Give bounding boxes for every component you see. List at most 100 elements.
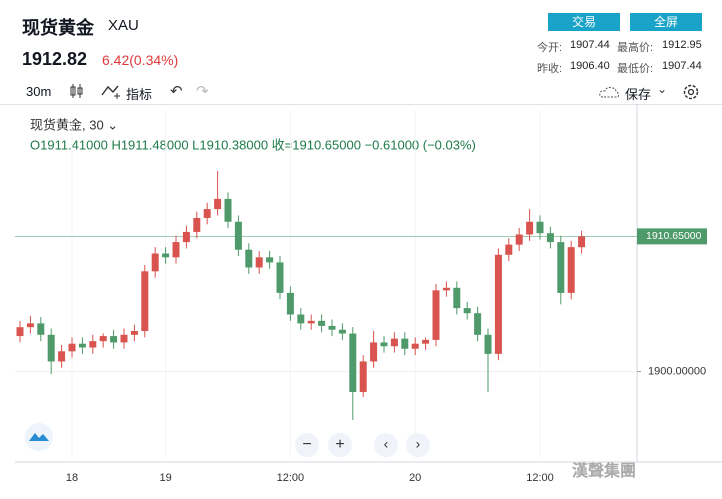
stat-value: 1906.40 [570,60,610,72]
candle-body [162,253,170,258]
candle-body [515,234,523,245]
indicator-button[interactable]: 指标 [126,87,153,102]
candle-body [172,242,180,258]
instrument-title: 现货黄金 [22,18,94,38]
candle-body [99,336,107,342]
last-price: 1912.82 [22,49,88,69]
stat-label: 最低价: [617,63,654,75]
candle-body [297,314,305,324]
nav-controls: − + ‹ › [25,423,430,457]
x-tick-label: 12:00 [277,472,305,484]
candle-body [453,287,461,309]
price-change: 6.42(0.34%) [102,52,179,68]
candle-body [151,253,159,272]
x-tick-label: 12:00 [526,472,554,484]
last-price-tag [637,228,707,245]
candle-body [26,323,34,328]
save-button[interactable]: 保存 [625,87,652,102]
candle-body [203,209,211,218]
candle-body [567,247,575,293]
indicator-icon[interactable] [100,82,124,100]
zoom-in-button[interactable] [328,433,352,457]
stat-value: 1907.44 [570,39,610,51]
y-tick-label: 1900.00000 [648,366,706,378]
candle-body [16,327,24,337]
candle-body [318,320,326,326]
undo-button[interactable]: ↶ [170,83,183,100]
scroll-right-button[interactable] [406,433,430,457]
redo-button[interactable]: ↷ [196,83,209,100]
candle-body [359,361,367,392]
candle-body [328,325,336,330]
candle-body [120,334,128,343]
candle-body [307,320,315,324]
candle-body [89,341,97,348]
scroll-right-icon: › [416,436,421,452]
zoom-out-icon: − [302,436,311,453]
candle-body [442,287,450,291]
candle-body [255,257,263,268]
series-legend: 现货黄金, 30 ⌄ [30,117,118,132]
candle-body [546,233,554,243]
x-tick-label: 18 [66,472,78,484]
candle-body [37,323,45,335]
candle-body [422,339,430,344]
candle-body [463,308,471,314]
candle-body [47,334,55,362]
candle-body [68,343,76,352]
stat-value: 1912.95 [662,39,702,51]
zoom-in-icon: + [335,436,344,453]
candle-body [338,329,346,334]
candle-icon[interactable] [68,82,86,100]
candle-body [234,221,242,250]
stat-label: 昨收: [537,63,563,75]
candle-body [58,351,66,362]
candle-body [557,242,565,293]
stat-label: 今开: [537,42,563,54]
candle-body [214,198,222,210]
toolbar-divider [0,104,722,105]
settings-icon[interactable] [681,82,701,102]
candle-body [141,271,149,331]
candle-body [578,236,586,248]
fullscreen-button[interactable]: 全屏 [630,13,702,31]
logo-button[interactable] [25,423,53,451]
save-dropdown[interactable]: ⌄ [657,82,668,96]
candle-body [276,262,284,293]
instrument-symbol: XAU [108,17,139,34]
candle-body [390,338,398,347]
candle-body [401,338,409,349]
last-price-label: 1910.65000 [646,230,702,242]
candle-body [526,221,534,235]
candle-body [110,336,118,343]
candle-body [78,343,86,348]
candle-body [266,257,274,263]
candle-body [484,334,492,354]
stat-label: 最高价: [617,42,654,54]
candle-body [224,198,232,222]
trade-button[interactable]: 交易 [548,13,620,31]
x-tick-label: 19 [159,472,171,484]
interval-button[interactable]: 30m [26,84,52,99]
candle-body [193,217,201,232]
candle-body [432,290,440,340]
watermark: 漢聲集團 [572,461,636,480]
candle-body [536,221,544,234]
candle-body [411,343,419,349]
logo-icon [29,433,49,441]
candle-body [130,330,138,335]
candle-body [349,333,357,392]
candle-body [370,342,378,362]
candle-body [505,244,513,255]
zoom-out-button[interactable] [295,433,319,457]
candle-body [494,254,502,354]
candle-body [182,231,190,243]
x-tick-label: 20 [409,472,421,484]
candle-body [380,342,388,347]
candle-body [474,313,482,335]
candle-body [245,249,253,268]
scroll-left-button[interactable] [374,433,398,457]
candle-body [286,292,294,315]
